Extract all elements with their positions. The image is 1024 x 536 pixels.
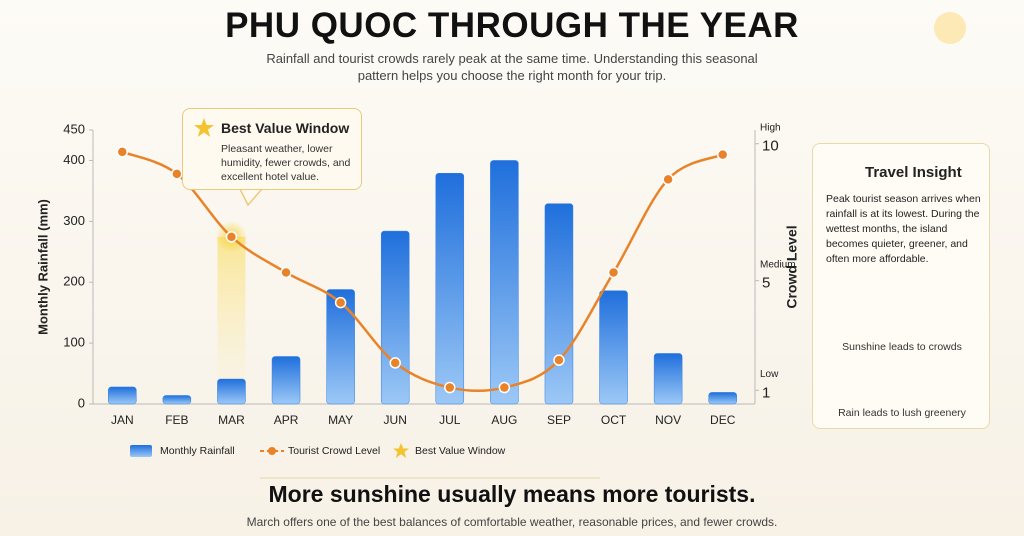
y-axis-label: Monthly Rainfall (mm) [35, 199, 50, 335]
crowd-point [225, 231, 238, 243]
footer-note: March offers one of the best balances of… [246, 515, 778, 529]
insight-text: Peak tourist season arrives when rainfal… [826, 193, 981, 265]
insight-panel: Travel Insight Peak tourist season arriv… [812, 143, 990, 429]
bar [653, 353, 683, 405]
x-tick-label: JUN [384, 413, 407, 427]
bar [490, 160, 519, 405]
bar [108, 386, 137, 405]
bar [435, 172, 465, 405]
crowd-point [553, 354, 565, 366]
y2-tick-caption: Low [760, 369, 779, 380]
legend-swatch [130, 445, 152, 457]
y2-tick-label: 5 [762, 275, 770, 292]
crowd-point [116, 146, 129, 158]
page-subtitle: Rainfall and tourist crowds rarely peak … [266, 51, 758, 83]
highlight-beam [217, 236, 246, 404]
crowd-point [716, 148, 729, 161]
x-tick-label: JUL [439, 413, 461, 427]
x-tick-label: FEB [165, 413, 188, 427]
legend-label: Tourist Crowd Level [288, 445, 380, 457]
bar [708, 392, 737, 405]
sun-decoration [934, 12, 966, 44]
annotation-pointer [239, 188, 263, 207]
x-tick-label: DEC [710, 413, 736, 427]
legend-label: Monthly Rainfall [160, 445, 235, 457]
bar [599, 290, 628, 405]
star-icon [194, 118, 214, 137]
y2-tick-caption: High [760, 122, 781, 133]
insight-title: Travel Insight [865, 164, 962, 181]
y-tick-label: 400 [63, 152, 85, 167]
crowd-point [171, 168, 183, 180]
x-tick-label: OCT [601, 413, 627, 427]
bar [271, 356, 301, 405]
page-title: PHU QUOC THROUGH THE YEAR [225, 6, 799, 45]
x-tick-label: MAY [328, 413, 353, 427]
y-tick-label: 450 [63, 121, 85, 136]
x-tick-label: MAR [218, 413, 245, 427]
crowd-point [389, 357, 401, 369]
legend-label: Best Value Window [415, 445, 506, 457]
y-tick-label: 200 [63, 274, 85, 289]
x-tick-label: JAN [111, 413, 134, 427]
insight-row: Sunshine leads to crowds [842, 341, 962, 353]
x-tick-label: AUG [491, 413, 517, 427]
bar [217, 378, 246, 405]
y2-tick-label: 1 [762, 384, 770, 401]
annotation-title: Best Value Window [221, 120, 350, 136]
bar [162, 395, 192, 405]
crowd-point [280, 266, 292, 279]
annotation-box: Best Value Window Pleasant weather, lowe… [182, 108, 362, 190]
crowd-point [334, 296, 347, 309]
y-tick-label: 300 [63, 213, 85, 228]
y2-tick-caption: Medium [760, 259, 796, 270]
bar [544, 203, 574, 405]
y-tick-label: 0 [78, 395, 85, 410]
legend-swatch [393, 443, 409, 458]
annotation-text: Pleasant weather, lower humidity, fewer … [221, 143, 351, 183]
crowd-point [498, 381, 511, 394]
crowd-point [662, 173, 674, 186]
bar [326, 289, 355, 405]
x-tick-label: NOV [655, 413, 681, 427]
crowd-point [607, 266, 620, 279]
x-tick-label: SEP [547, 413, 571, 427]
insight-row: Rain leads to lush greenery [838, 407, 966, 419]
y2-tick-label: 10 [762, 138, 779, 155]
y2-axis-label: Crowd Level [784, 225, 800, 308]
crowd-point [444, 381, 456, 394]
bar [380, 230, 410, 405]
legend-swatch [268, 447, 276, 455]
x-tick-label: APR [274, 413, 299, 427]
y-tick-label: 100 [63, 335, 85, 350]
footer-headline: More sunshine usually means more tourist… [268, 481, 756, 507]
